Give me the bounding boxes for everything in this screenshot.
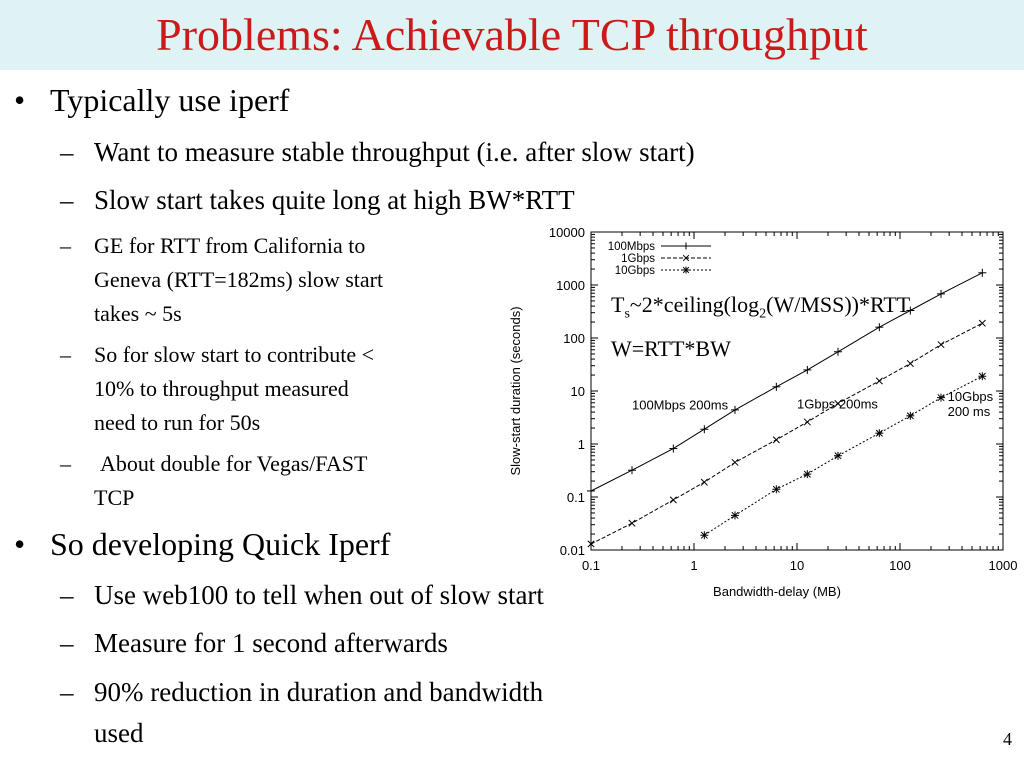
series-line-10Gbps: [704, 375, 983, 536]
y-tick-label: 100: [563, 331, 585, 346]
y-tick-label: 10: [571, 384, 585, 399]
bullet-dash: –: [60, 677, 74, 707]
bullet-vegas-line2: TCP: [94, 485, 135, 510]
x-tick-label: 10: [790, 558, 804, 573]
legend-label-100Mbps: 100Mbps: [608, 241, 656, 253]
bullet-contribute-line2: 10% to throughput measured: [94, 376, 349, 401]
data-point: [906, 412, 914, 420]
data-point: [682, 266, 690, 274]
x-tick-label: 100: [889, 558, 911, 573]
chart-annotation: 10Gbps: [948, 389, 994, 404]
bullet-dash: –: [60, 137, 74, 167]
bullet-dot: •: [14, 82, 26, 118]
bullet-dash: –: [60, 342, 71, 367]
chart-annotation: 100Mbps 200ms: [632, 397, 729, 412]
legend-label-1Gbps: 1Gbps: [621, 253, 655, 265]
data-point: [937, 341, 945, 349]
data-point: [906, 359, 914, 368]
formula-sub-2: 2: [759, 306, 767, 322]
data-point: [834, 452, 842, 460]
data-point: [978, 319, 986, 327]
data-point: [875, 377, 883, 385]
formula-line1: Ts~2*ceiling(log2(W/MSS))*RTT: [611, 292, 910, 322]
slow-start-chart: 0.1 1 10 100 10000.010.1110100100010000Bandw…: [508, 225, 1018, 599]
formula-t: T: [611, 292, 625, 317]
bullet-dash: –: [60, 451, 71, 476]
data-point: [772, 436, 780, 444]
y-tick-label: 10000: [549, 225, 585, 240]
data-point: [700, 478, 708, 486]
bullet-dash: –: [60, 233, 71, 258]
data-point: [587, 540, 595, 548]
bullet-ge-rtt-line1: GE for RTT from California to: [94, 233, 366, 258]
plot-frame: [590, 231, 1004, 551]
data-point: [628, 519, 636, 527]
title-bar: [0, 0, 1024, 70]
legend-label-10Gbps: 10Gbps: [615, 265, 656, 277]
bullet-ge-rtt-line3: takes ~ 5s: [94, 301, 182, 326]
data-point: [700, 531, 708, 539]
page-number: 4: [1003, 729, 1012, 749]
formula-part2: (W/MSS))*RTT: [766, 292, 911, 317]
bullet-vegas-line1: About double for Vegas/FAST: [100, 451, 368, 476]
x-tick-label: 0.1: [582, 558, 600, 573]
bullet-contribute-line1: So for slow start to contribute <: [94, 342, 375, 367]
formula-line2: W=RTT*BW: [611, 336, 731, 361]
bullet-measure-1s: Measure for 1 second afterwards: [94, 628, 448, 658]
bullet-slow-start-long: Slow start takes quite long at high BW*R…: [94, 185, 575, 215]
bullet-dash: –: [60, 628, 74, 658]
data-point: [834, 399, 842, 408]
y-tick-label: 1: [578, 437, 585, 452]
formula-part1: ~2*ceiling(log: [629, 292, 760, 317]
bullet-reduction-line2: used: [94, 718, 144, 748]
data-point: [978, 372, 986, 380]
data-point: [669, 496, 677, 504]
chart-annotation: 1Gbps 200ms: [797, 396, 878, 411]
data-point: [682, 254, 690, 262]
data-point: [731, 511, 739, 519]
data-point: [803, 418, 811, 426]
data-point: [803, 470, 811, 478]
formula-sub-s: s: [624, 306, 630, 322]
bullet-typically-use-iperf: Typically use iperf: [50, 82, 290, 118]
data-point: [772, 485, 780, 493]
series-line-1Gbps: [590, 322, 983, 545]
bullet-contribute-line3: need to run for 50s: [94, 410, 261, 435]
series-line-100Mbps: [590, 272, 983, 492]
bullet-web100: Use web100 to tell when out of slow star…: [94, 580, 544, 610]
data-point: [937, 394, 945, 402]
y-axis-label: Slow-start duration (seconds): [508, 306, 523, 475]
y-tick-label: 1000: [556, 278, 585, 293]
bullet-dash: –: [60, 580, 74, 610]
chart-annotation: 200 ms: [948, 404, 991, 419]
bullet-stable-throughput: Want to measure stable throughput (i.e. …: [94, 137, 695, 167]
y-tick-label: 0.1: [567, 490, 585, 505]
x-axis-label: Bandwidth-delay (MB): [713, 584, 841, 599]
data-point: [875, 429, 883, 437]
slide-title: Problems: Achievable TCP throughput: [156, 9, 868, 60]
bullet-dot: •: [14, 526, 26, 562]
x-tick-label: 1000: [989, 558, 1018, 573]
x-tick-label: 1: [690, 558, 697, 573]
bullet-dash: –: [60, 185, 74, 215]
bullet-reduction-line1: 90% reduction in duration and bandwidth: [94, 677, 544, 707]
y-tick-label: 0.01: [560, 543, 585, 558]
bullet-quick-iperf: So developing Quick Iperf: [50, 526, 391, 562]
data-point: [731, 458, 739, 466]
bullet-ge-rtt-line2: Geneva (RTT=182ms) slow start: [94, 267, 384, 292]
